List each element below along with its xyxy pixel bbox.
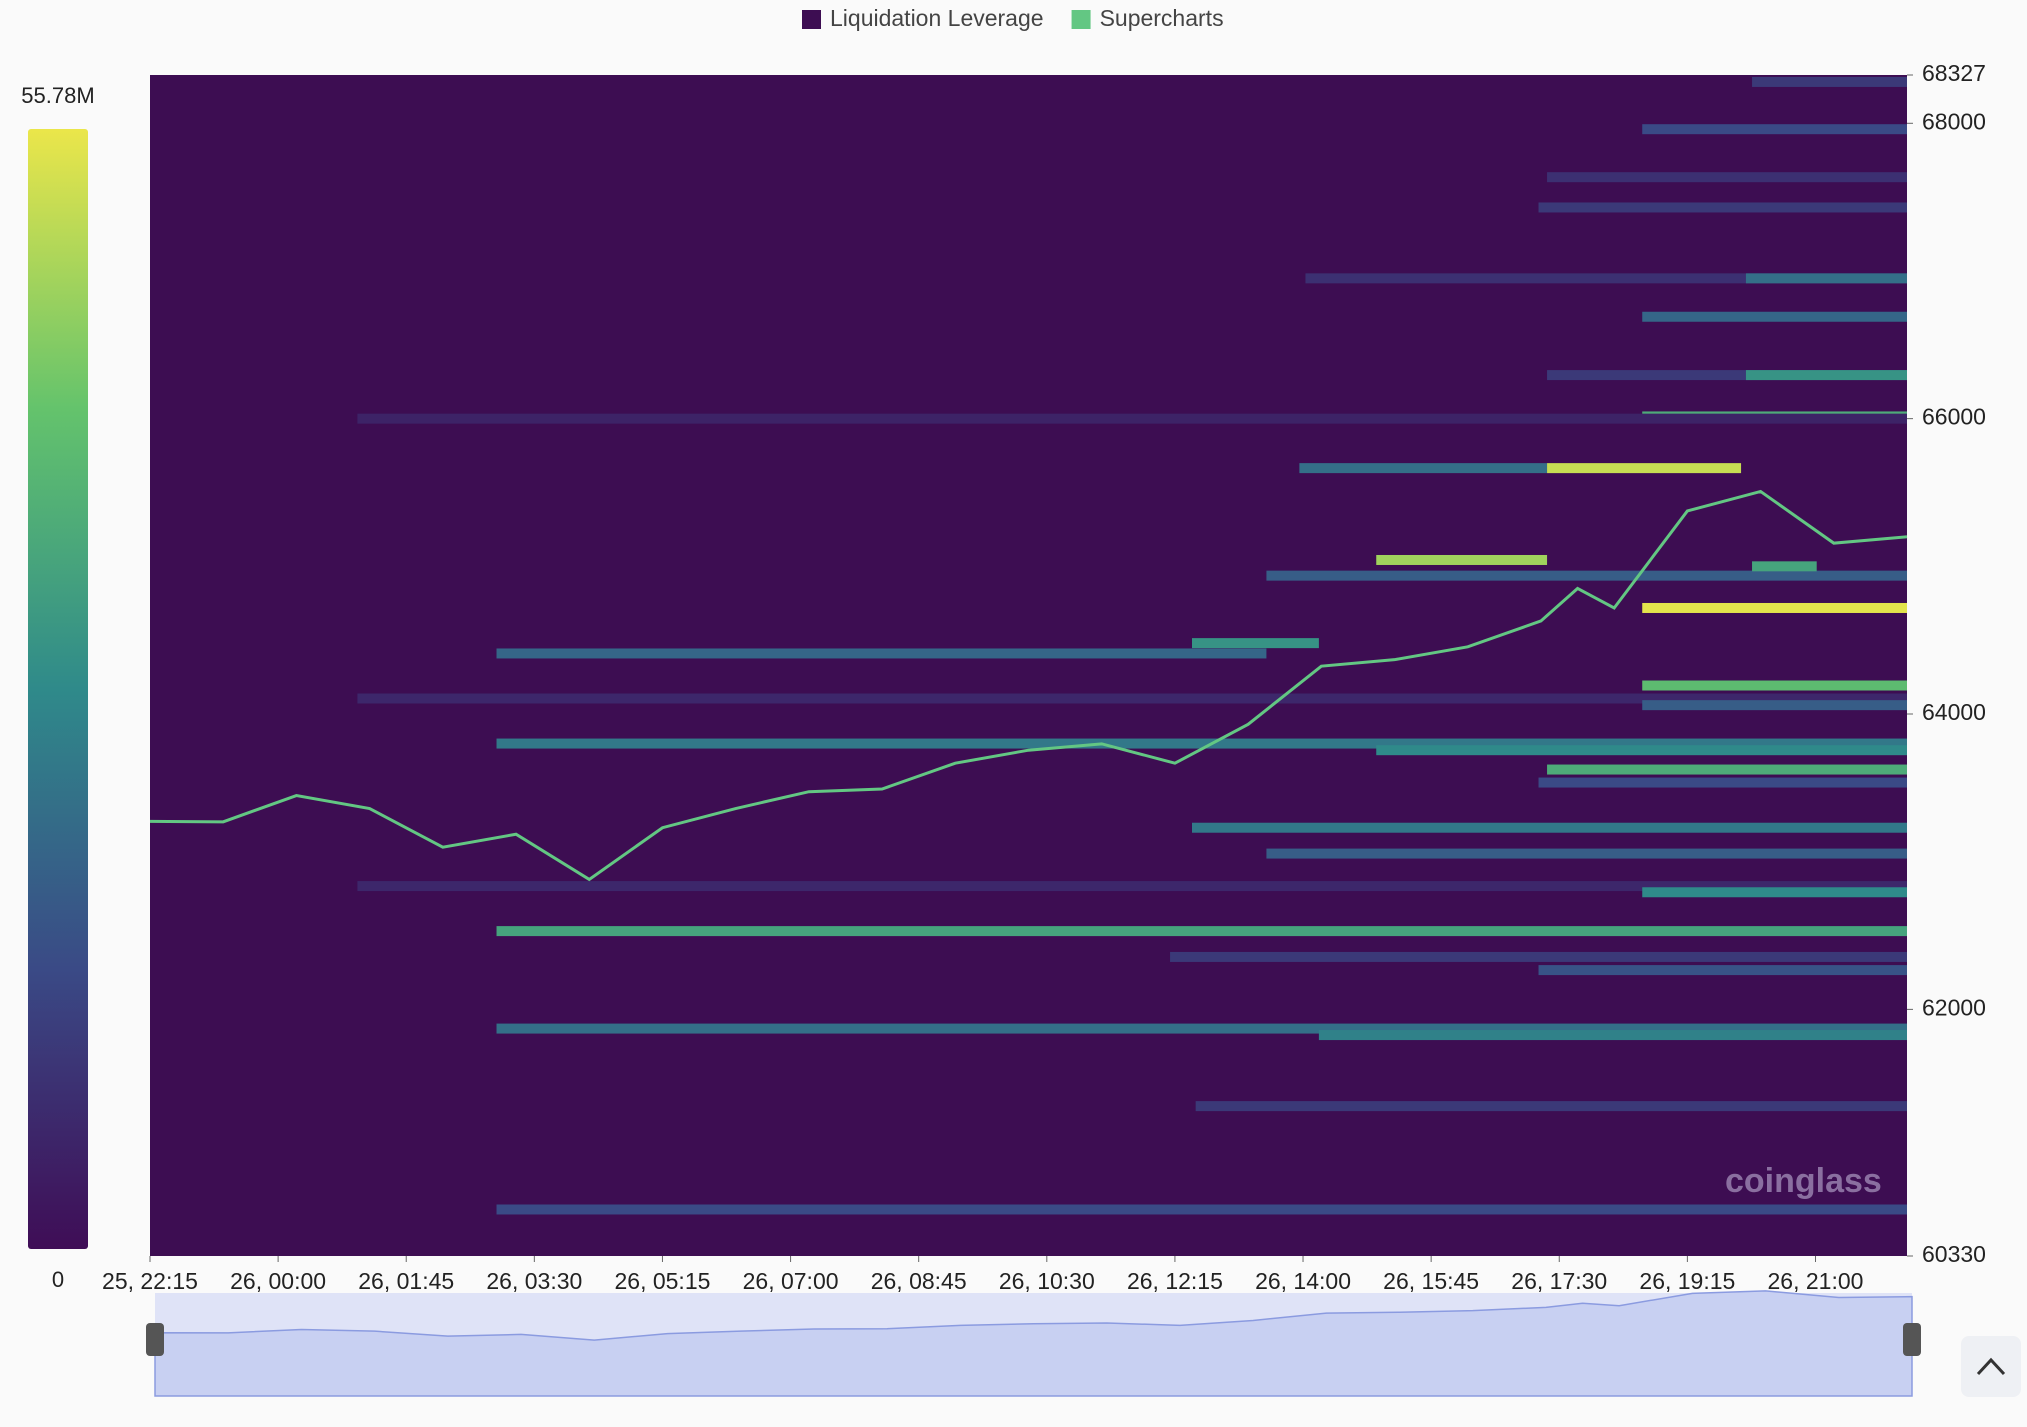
chevron-icon — [1976, 1357, 2006, 1376]
heat-band — [357, 413, 1908, 424]
heat-band — [1191, 822, 1907, 833]
heat-band — [1752, 76, 1907, 87]
colorbar — [28, 129, 88, 1249]
legend-swatch — [802, 10, 821, 29]
heat-band — [1642, 311, 1907, 322]
heat-band — [1538, 777, 1907, 788]
heat-band — [496, 648, 1267, 659]
y-tick-label: 68000 — [1922, 108, 1986, 134]
x-tick-label: 26, 05:15 — [614, 1268, 710, 1294]
heat-band — [1547, 463, 1742, 474]
y-tick-label: 68327 — [1922, 60, 1986, 86]
legend-swatch — [1071, 10, 1091, 29]
scroll-top-button[interactable] — [1961, 1336, 2021, 1397]
x-tick-label: 26, 21:00 — [1768, 1268, 1864, 1294]
heat-band — [1642, 700, 1907, 711]
heat-band — [1170, 951, 1907, 962]
heat-band — [1642, 887, 1907, 898]
heat-band — [1642, 124, 1907, 135]
x-tick-label: 26, 01:45 — [358, 1268, 454, 1294]
navigator-handle[interactable] — [146, 1323, 164, 1356]
heat-band — [496, 1023, 1908, 1034]
heat-band — [357, 693, 1908, 704]
colorbar-max-label: 55.78M — [21, 83, 94, 108]
y-tick-label: 60330 — [1922, 1241, 1986, 1267]
watermark: coinglass — [1725, 1162, 1882, 1200]
y-tick-label: 64000 — [1922, 699, 1986, 725]
heat-band — [1191, 638, 1319, 649]
heat-band — [1376, 745, 1907, 756]
heat-band — [1547, 172, 1907, 183]
heat-band — [1318, 1030, 1907, 1041]
x-tick-label: 26, 19:15 — [1639, 1268, 1735, 1294]
heat-band — [496, 738, 1908, 749]
x-tick-label: 26, 07:00 — [743, 1268, 839, 1294]
navigator-handle[interactable] — [1903, 1323, 1921, 1356]
x-tick-label: 26, 08:45 — [871, 1268, 967, 1294]
heat-band — [357, 881, 1908, 892]
heat-band — [1642, 680, 1907, 691]
heat-band — [1305, 273, 1907, 284]
heat-band — [1266, 848, 1907, 859]
y-tick-label: 62000 — [1922, 994, 1986, 1020]
heat-band — [1547, 764, 1907, 775]
legend-label: Supercharts — [1100, 5, 1224, 31]
heat-band — [1266, 570, 1907, 581]
x-tick-label: 26, 12:15 — [1127, 1268, 1223, 1294]
heat-band — [1745, 273, 1907, 284]
x-tick-label: 26, 17:30 — [1511, 1268, 1607, 1294]
colorbar-min-label: 0 — [52, 1267, 64, 1292]
heat-band — [1745, 370, 1907, 381]
heat-band — [1547, 370, 1907, 381]
heat-band — [1376, 554, 1548, 565]
y-tick-label: 66000 — [1922, 404, 1986, 430]
legend-label: Liquidation Leverage — [830, 5, 1044, 31]
x-tick-label: 26, 15:45 — [1383, 1268, 1479, 1294]
heat-band — [1538, 202, 1907, 213]
heat-band — [1538, 965, 1907, 976]
price-line — [149, 489, 1908, 882]
heat-band — [1299, 463, 1548, 474]
x-tick-label: 25, 22:15 — [102, 1268, 198, 1294]
heat-band — [1642, 602, 1907, 613]
heat-band — [1752, 561, 1817, 572]
x-tick-label: 26, 10:30 — [999, 1268, 1095, 1294]
navigator-area — [154, 1290, 1913, 1397]
x-tick-label: 26, 03:30 — [486, 1268, 582, 1294]
heat-band — [496, 926, 1908, 937]
heat-band — [496, 1204, 1908, 1215]
plot-background — [150, 75, 1907, 1256]
x-tick-label: 26, 14:00 — [1255, 1268, 1351, 1294]
x-tick-label: 26, 00:00 — [230, 1268, 326, 1294]
heat-band — [1195, 1101, 1907, 1112]
